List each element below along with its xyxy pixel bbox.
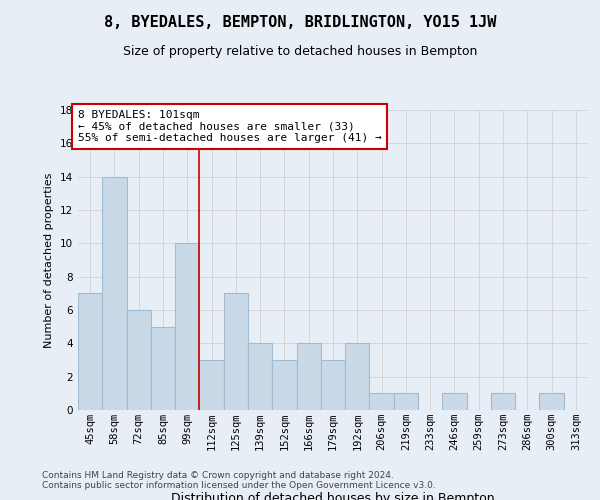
Bar [248,344,272,410]
Y-axis label: Number of detached properties: Number of detached properties [44,172,55,348]
Bar [370,394,394,410]
Bar [296,344,321,410]
X-axis label: Distribution of detached houses by size in Bempton: Distribution of detached houses by size … [171,492,495,500]
Bar [491,394,515,410]
Text: 8 BYEDALES: 101sqm
← 45% of detached houses are smaller (33)
55% of semi-detache: 8 BYEDALES: 101sqm ← 45% of detached hou… [78,110,382,143]
Bar [199,360,224,410]
Text: 8, BYEDALES, BEMPTON, BRIDLINGTON, YO15 1JW: 8, BYEDALES, BEMPTON, BRIDLINGTON, YO15 … [104,15,496,30]
Bar [394,394,418,410]
Text: Contains HM Land Registry data © Crown copyright and database right 2024.
Contai: Contains HM Land Registry data © Crown c… [42,470,436,490]
Bar [175,244,199,410]
Bar [78,294,102,410]
Bar [127,310,151,410]
Bar [321,360,345,410]
Bar [272,360,296,410]
Bar [345,344,370,410]
Bar [102,176,127,410]
Bar [151,326,175,410]
Bar [442,394,467,410]
Bar [539,394,564,410]
Bar [224,294,248,410]
Text: Size of property relative to detached houses in Bempton: Size of property relative to detached ho… [123,45,477,58]
